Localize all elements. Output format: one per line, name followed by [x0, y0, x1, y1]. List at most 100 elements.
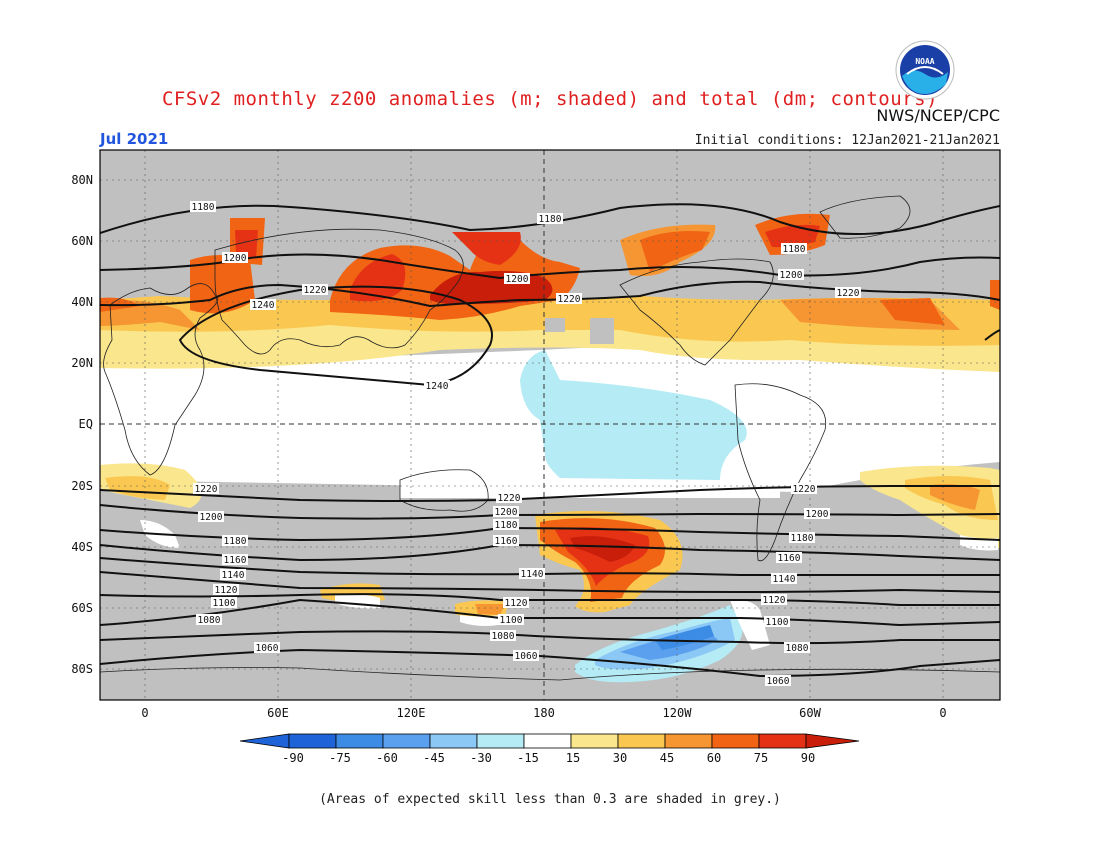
- contour-label: 1180: [789, 532, 815, 544]
- svg-text:1060: 1060: [515, 651, 538, 662]
- colorbar-ticks: -90 -75 -60 -45 -30 -15 15 30 45 60 75 9…: [282, 751, 815, 765]
- height-contours: [100, 203, 1000, 678]
- svg-text:1200: 1200: [506, 274, 529, 285]
- colorbar-tick: 45: [660, 751, 674, 765]
- contour-label: 1140: [519, 568, 545, 580]
- svg-text:1200: 1200: [224, 253, 247, 264]
- contour-label: 1180: [537, 213, 563, 225]
- lon-label: 120W: [663, 706, 693, 720]
- svg-text:1100: 1100: [766, 617, 789, 628]
- svg-text:1140: 1140: [773, 574, 796, 585]
- contour-label: 1200: [493, 506, 519, 518]
- colorbar-tick: -30: [470, 751, 492, 765]
- svg-text:1240: 1240: [252, 300, 275, 311]
- contour-label: 1080: [490, 630, 516, 642]
- contour-label: 1160: [493, 535, 519, 547]
- lat-label: 80S: [71, 662, 93, 676]
- contour-label: 1200: [504, 273, 530, 285]
- logo-text: NOAA: [915, 57, 934, 66]
- pacific-anomaly-90: [430, 270, 553, 305]
- sh-anomaly-90: [570, 536, 635, 562]
- tropical-anomaly-neg15: [520, 350, 747, 480]
- contour-label: 1220: [302, 284, 328, 296]
- lat-label: 60S: [71, 601, 93, 615]
- contour-label: 1080: [196, 614, 222, 626]
- lat-label: 20S: [71, 479, 93, 493]
- contour-label: 1100: [211, 597, 237, 609]
- colorbar-tick: -45: [423, 751, 445, 765]
- contour-label: 1100: [764, 616, 790, 628]
- svg-text:1080: 1080: [198, 615, 221, 626]
- lat-label: 20N: [71, 356, 93, 370]
- lon-label: 120E: [397, 706, 426, 720]
- svg-text:1200: 1200: [806, 509, 829, 520]
- contour-label: 1180: [493, 519, 519, 531]
- contour-label: 1220: [556, 293, 582, 305]
- contour-label: 1080: [784, 642, 810, 654]
- svg-text:1160: 1160: [778, 553, 801, 564]
- contour-label: 1240: [424, 380, 450, 392]
- contour-label: 1120: [213, 584, 239, 596]
- contour-label: 1060: [254, 642, 280, 654]
- colorbar-tick: -60: [376, 751, 398, 765]
- latitude-labels: 80N 60N 40N 20N EQ 20S 40S 60S 80S: [71, 173, 93, 676]
- chart-title: CFSv2 monthly z200 anomalies (m; shaded)…: [161, 88, 939, 110]
- svg-text:1220: 1220: [558, 294, 581, 305]
- map-frame: [99, 149, 1001, 701]
- svg-text:1160: 1160: [495, 536, 518, 547]
- contour-label: 1180: [190, 201, 216, 213]
- low-anomaly-band: [100, 346, 1000, 492]
- contour-label: 1120: [761, 594, 787, 606]
- lon-label: 180: [533, 706, 555, 720]
- contour-label: 1140: [771, 573, 797, 585]
- contour-label: 1060: [765, 675, 791, 687]
- africa-outline: [103, 283, 219, 476]
- svg-text:1100: 1100: [500, 615, 523, 626]
- contour-label: 1160: [222, 554, 248, 566]
- contour-label: 1180: [222, 535, 248, 547]
- greenland-outline: [819, 195, 911, 239]
- colorbar-tick: 90: [801, 751, 815, 765]
- contour-label: 1140: [220, 569, 246, 581]
- svg-text:1220: 1220: [793, 484, 816, 495]
- svg-text:1220: 1220: [837, 288, 860, 299]
- lat-label: 80N: [71, 173, 93, 187]
- lat-lon-grid: [100, 150, 1000, 700]
- colorbar-tick: -90: [282, 751, 304, 765]
- forecast-month: Jul 2021: [100, 130, 169, 148]
- svg-text:1100: 1100: [213, 598, 236, 609]
- colorbar: [239, 733, 860, 749]
- svg-text:1060: 1060: [767, 676, 790, 687]
- contour-label: 1160: [776, 552, 802, 564]
- lat-label: EQ: [79, 417, 93, 431]
- lon-label: 0: [939, 706, 946, 720]
- svg-text:1120: 1120: [763, 595, 786, 606]
- skill-mask-background: [100, 150, 1000, 700]
- nh-anomaly-30: [100, 296, 1000, 346]
- svg-text:1180: 1180: [192, 202, 215, 213]
- lon-label: 60W: [799, 706, 821, 720]
- svg-text:1200: 1200: [780, 270, 803, 281]
- south-america-outline: [734, 383, 827, 562]
- colorbar-tick: -75: [329, 751, 351, 765]
- contour-label: 1200: [222, 252, 248, 264]
- contour-label: 1120: [503, 597, 529, 609]
- svg-text:1200: 1200: [200, 512, 223, 523]
- svg-text:1180: 1180: [783, 244, 806, 255]
- svg-text:1120: 1120: [215, 585, 238, 596]
- svg-text:1080: 1080: [786, 643, 809, 654]
- svg-text:1060: 1060: [256, 643, 279, 654]
- longitude-labels: 0 60E 120E 180 120W 60W 0: [141, 706, 946, 720]
- colorbar-arrow-left: [239, 733, 290, 749]
- svg-text:1220: 1220: [498, 493, 521, 504]
- svg-text:1180: 1180: [539, 214, 562, 225]
- lon-label: 60E: [267, 706, 289, 720]
- antarctic-anomaly-neg30: [575, 605, 743, 683]
- contour-label: 1060: [513, 650, 539, 662]
- australia-outline: [399, 469, 489, 512]
- contour-label: 1220: [193, 483, 219, 495]
- lon-label: 0: [141, 706, 148, 720]
- contour-label: 1100: [498, 614, 524, 626]
- svg-text:1180: 1180: [791, 533, 814, 544]
